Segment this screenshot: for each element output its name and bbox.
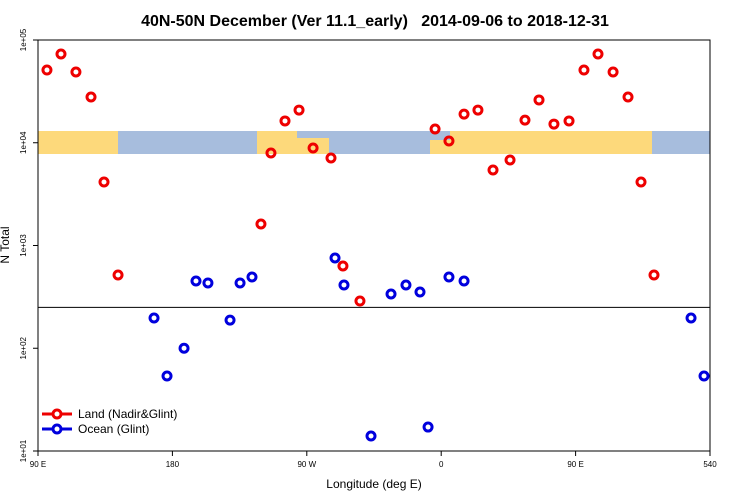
chart-title: 40N-50N December (Ver 11.1_early) 2014-0… [141,13,609,30]
point [487,164,499,176]
point [472,104,484,116]
point [365,430,377,442]
point [85,91,97,103]
point [224,314,236,326]
point [178,342,190,354]
point [41,64,53,76]
point [255,218,267,230]
point [293,104,305,116]
point [648,269,660,281]
legend-marker [51,408,63,420]
y-axis-label: N Total [0,226,12,263]
point [190,275,202,287]
point [148,312,160,324]
point [592,48,604,60]
legend-marker [51,423,63,435]
point [325,152,337,164]
point [329,252,341,264]
point [443,135,455,147]
point [279,115,291,127]
point [685,312,697,324]
point [533,94,545,106]
legend-entry: Ocean (Glint) [42,422,149,436]
point [202,277,214,289]
point [338,279,350,291]
point [414,286,426,298]
point [622,91,634,103]
x-tick-label: 540 [703,460,717,469]
point [98,176,110,188]
point [635,176,647,188]
y-tick-label: 1e+01 [19,439,28,462]
map-strip [38,131,710,154]
point [422,421,434,433]
y-tick-label: 1e+03 [19,234,28,257]
point [354,295,366,307]
point [504,154,516,166]
point [385,288,397,300]
point [458,275,470,287]
legend-label: Ocean (Glint) [78,422,149,436]
x-tick-label: 0 [439,460,444,469]
legend-entry: Land (Nadir&Glint) [42,407,177,421]
point [578,64,590,76]
point [161,370,173,382]
point [429,123,441,135]
x-tick-label: 90 E [30,460,46,469]
x-tick-label: 90 E [567,460,583,469]
point [607,66,619,78]
point [265,147,277,159]
plot-frame [37,39,711,452]
point [112,269,124,281]
point [55,48,67,60]
point [519,114,531,126]
point [70,66,82,78]
x-tick-label: 180 [166,460,180,469]
legend-label: Land (Nadir&Glint) [78,407,177,421]
y-tick-label: 1e+04 [19,131,28,154]
y-tick-label: 1e+02 [19,336,28,359]
point [246,271,258,283]
x-axis-label: Longitude (deg E) [326,477,421,491]
point [458,108,470,120]
point [698,370,710,382]
point [443,271,455,283]
point [337,260,349,272]
point [234,277,246,289]
point [400,279,412,291]
x-tick-label: 90 W [297,460,316,469]
y-tick-label: 1e+05 [19,28,28,51]
point [563,115,575,127]
point [548,118,560,130]
point [307,142,319,154]
